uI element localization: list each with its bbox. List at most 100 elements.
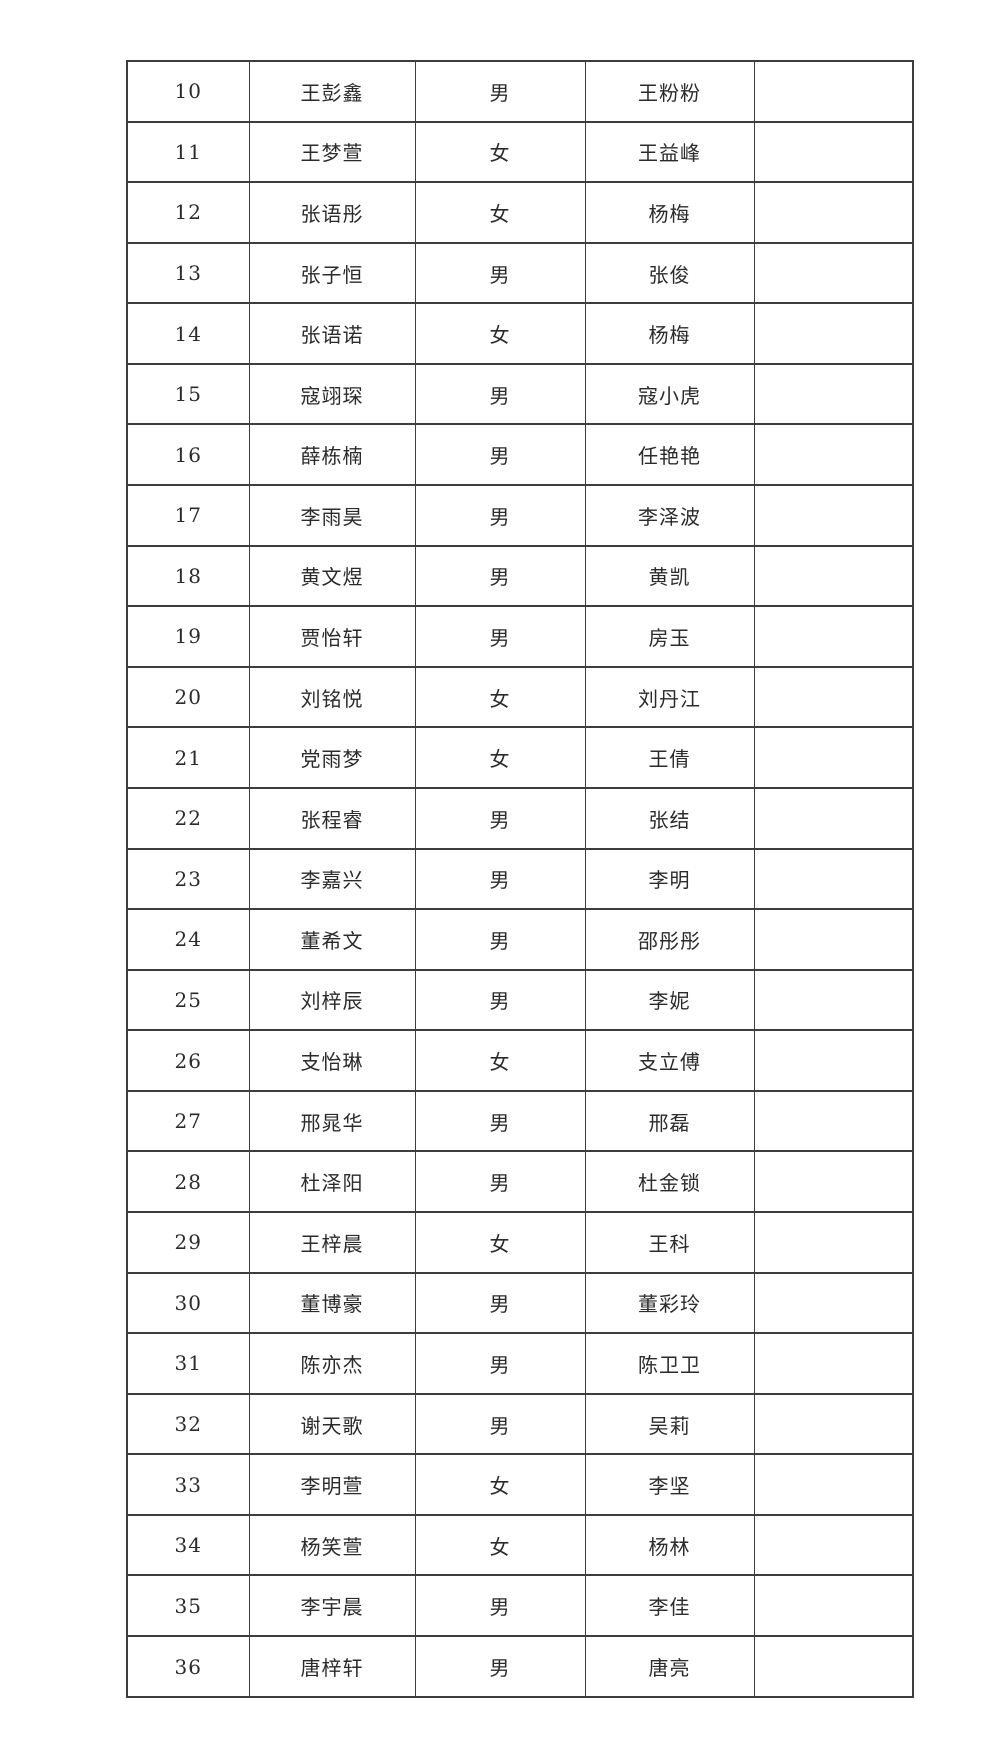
- cell-blank: [753, 1332, 914, 1395]
- cell-serial-number: 28: [126, 1150, 250, 1213]
- cell-blank: [753, 544, 914, 608]
- cell-student-name: 支怡琳: [248, 1029, 416, 1092]
- cell-blank: [753, 120, 914, 184]
- cell-gender: 男: [414, 968, 586, 1032]
- cell-guardian-name: 寇小虎: [584, 362, 755, 426]
- table-row: 31 陈亦杰 男 陈卫卫: [126, 1332, 914, 1395]
- cell-student-name: 谢天歌: [248, 1392, 416, 1456]
- cell-serial-number: 13: [126, 241, 250, 305]
- cell-blank: [753, 1029, 914, 1092]
- table-row: 16 薛栋楠 男 任艳艳: [126, 423, 914, 487]
- cell-student-name: 董博豪: [248, 1271, 416, 1335]
- cell-blank: [753, 908, 914, 971]
- cell-serial-number: 27: [126, 1089, 250, 1153]
- cell-student-name: 李宇晨: [248, 1574, 416, 1638]
- table-row: 29 王梓晨 女 王科: [126, 1210, 914, 1274]
- cell-serial-number: 34: [126, 1513, 250, 1577]
- cell-serial-number: 15: [126, 362, 250, 426]
- cell-gender: 男: [414, 1271, 586, 1335]
- table-row: 12 张语彤 女 杨梅: [126, 181, 914, 244]
- cell-gender: 男: [414, 241, 586, 305]
- cell-blank: [753, 1574, 914, 1638]
- cell-gender: 女: [414, 1513, 586, 1577]
- cell-blank: [753, 1635, 914, 1698]
- cell-gender: 女: [414, 120, 586, 184]
- cell-blank: [753, 605, 914, 668]
- cell-serial-number: 11: [126, 120, 250, 184]
- cell-blank: [753, 786, 914, 850]
- cell-student-name: 陈亦杰: [248, 1332, 416, 1395]
- cell-guardian-name: 支立傅: [584, 1029, 755, 1092]
- roster-table: 10 王彭鑫 男 王粉粉 11 王梦萱 女 王益峰 12 张语彤 女 杨梅 13…: [126, 60, 914, 1698]
- cell-guardian-name: 董彩玲: [584, 1271, 755, 1335]
- cell-student-name: 李明萱: [248, 1453, 416, 1516]
- table-row: 17 李雨昊 男 李泽波: [126, 484, 914, 547]
- table-row: 19 贾怡轩 男 房玉: [126, 605, 914, 668]
- cell-gender: 女: [414, 181, 586, 244]
- cell-guardian-name: 房玉: [584, 605, 755, 668]
- table-row: 18 黄文煜 男 黄凯: [126, 544, 914, 608]
- cell-guardian-name: 杨梅: [584, 302, 755, 365]
- table-row: 35 李宇晨 男 李佳: [126, 1574, 914, 1638]
- cell-guardian-name: 邢磊: [584, 1089, 755, 1153]
- cell-blank: [753, 847, 914, 911]
- cell-student-name: 邢晁华: [248, 1089, 416, 1153]
- cell-guardian-name: 刘丹江: [584, 665, 755, 729]
- cell-guardian-name: 邵彤彤: [584, 908, 755, 971]
- cell-gender: 男: [414, 1392, 586, 1456]
- table-row: 13 张子恒 男 张俊: [126, 241, 914, 305]
- cell-guardian-name: 杨林: [584, 1513, 755, 1577]
- cell-gender: 女: [414, 665, 586, 729]
- cell-blank: [753, 968, 914, 1032]
- cell-blank: [753, 1089, 914, 1153]
- cell-blank: [753, 241, 914, 305]
- table-row: 36 唐梓轩 男 唐亮: [126, 1635, 914, 1698]
- cell-blank: [753, 1271, 914, 1335]
- cell-student-name: 王彭鑫: [248, 60, 416, 123]
- cell-serial-number: 20: [126, 665, 250, 729]
- cell-gender: 男: [414, 847, 586, 911]
- cell-serial-number: 35: [126, 1574, 250, 1638]
- table-row: 33 李明萱 女 李坚: [126, 1453, 914, 1516]
- cell-blank: [753, 484, 914, 547]
- cell-student-name: 党雨梦: [248, 726, 416, 789]
- table-row: 11 王梦萱 女 王益峰: [126, 120, 914, 184]
- cell-blank: [753, 1513, 914, 1577]
- cell-student-name: 张语彤: [248, 181, 416, 244]
- cell-gender: 男: [414, 60, 586, 123]
- cell-gender: 男: [414, 423, 586, 487]
- cell-student-name: 杨笑萱: [248, 1513, 416, 1577]
- cell-guardian-name: 杜金锁: [584, 1150, 755, 1213]
- cell-serial-number: 19: [126, 605, 250, 668]
- cell-serial-number: 21: [126, 726, 250, 789]
- cell-blank: [753, 181, 914, 244]
- cell-student-name: 董希文: [248, 908, 416, 971]
- cell-serial-number: 36: [126, 1635, 250, 1698]
- cell-gender: 男: [414, 908, 586, 971]
- cell-guardian-name: 黄凯: [584, 544, 755, 608]
- cell-blank: [753, 1392, 914, 1456]
- cell-blank: [753, 423, 914, 487]
- cell-student-name: 刘梓辰: [248, 968, 416, 1032]
- cell-blank: [753, 362, 914, 426]
- cell-student-name: 薛栋楠: [248, 423, 416, 487]
- cell-gender: 男: [414, 362, 586, 426]
- table-row: 28 杜泽阳 男 杜金锁: [126, 1150, 914, 1213]
- table-row: 34 杨笑萱 女 杨林: [126, 1513, 914, 1577]
- cell-student-name: 寇翊琛: [248, 362, 416, 426]
- table-row: 23 李嘉兴 男 李明: [126, 847, 914, 911]
- cell-student-name: 王梓晨: [248, 1210, 416, 1274]
- cell-guardian-name: 李坚: [584, 1453, 755, 1516]
- cell-student-name: 杜泽阳: [248, 1150, 416, 1213]
- cell-student-name: 李雨昊: [248, 484, 416, 547]
- cell-guardian-name: 李妮: [584, 968, 755, 1032]
- cell-serial-number: 12: [126, 181, 250, 244]
- cell-serial-number: 33: [126, 1453, 250, 1516]
- cell-gender: 男: [414, 1574, 586, 1638]
- cell-guardian-name: 王益峰: [584, 120, 755, 184]
- cell-serial-number: 22: [126, 786, 250, 850]
- cell-guardian-name: 陈卫卫: [584, 1332, 755, 1395]
- cell-gender: 男: [414, 1332, 586, 1395]
- cell-blank: [753, 302, 914, 365]
- table-row: 32 谢天歌 男 吴莉: [126, 1392, 914, 1456]
